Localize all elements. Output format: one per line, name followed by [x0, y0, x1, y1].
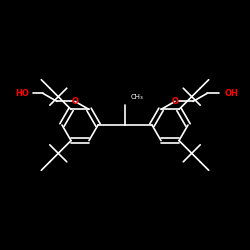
Text: O: O [172, 97, 178, 106]
Text: O: O [72, 97, 78, 106]
Text: CH₃: CH₃ [131, 94, 144, 100]
Text: HO: HO [15, 89, 29, 98]
Text: OH: OH [225, 89, 239, 98]
